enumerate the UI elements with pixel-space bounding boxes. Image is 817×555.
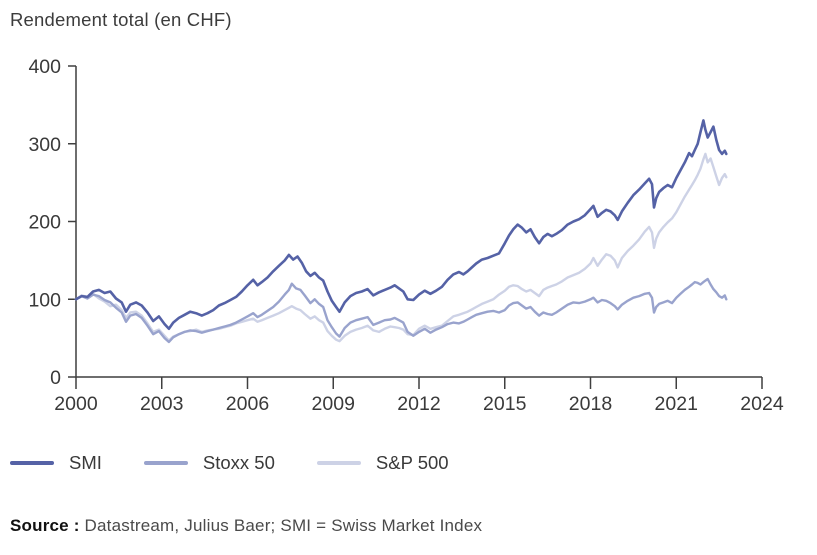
source-text: Datastream, Julius Baer; SMI = Swiss Mar… [79, 516, 483, 535]
smi-line-swatch-icon [10, 461, 54, 465]
svg-text:400: 400 [28, 56, 61, 78]
legend-label-smi: SMI [69, 452, 102, 473]
page-title: Rendement total (en CHF) [10, 9, 232, 30]
legend-item-stoxx50: Stoxx 50 [143, 452, 275, 474]
stoxx50-line-swatch-icon [143, 461, 188, 465]
legend-item-smi: SMI [10, 452, 102, 474]
svg-text:200: 200 [28, 212, 61, 234]
svg-text:2006: 2006 [226, 393, 269, 415]
chart-legend: SMI Stoxx 50 S&P 500 [10, 452, 449, 474]
legend-label-sp500: S&P 500 [375, 452, 449, 473]
line-chart-canvas: 0 100 200 300 400 2000 2003 2006 2009 2012 2015 201… [28, 56, 784, 415]
svg-text:100: 100 [28, 289, 61, 311]
svg-text:2024: 2024 [740, 393, 784, 415]
svg-text:2012: 2012 [397, 393, 440, 415]
svg-text:2000: 2000 [54, 393, 98, 415]
source-label: Source : [10, 516, 80, 535]
sp500-line-swatch-icon [316, 461, 361, 465]
svg-text:2003: 2003 [140, 393, 183, 415]
svg-text:2009: 2009 [312, 393, 355, 415]
svg-text:300: 300 [28, 134, 61, 156]
legend-item-sp500: S&P 500 [316, 452, 449, 474]
svg-text:2015: 2015 [483, 393, 527, 415]
svg-text:2021: 2021 [655, 393, 698, 415]
svg-text:0: 0 [50, 367, 61, 389]
svg-text:2018: 2018 [569, 393, 612, 415]
source-note: Source : Datastream, Julius Baer; SMI = … [10, 516, 482, 536]
legend-label-stoxx50: Stoxx 50 [202, 452, 275, 473]
